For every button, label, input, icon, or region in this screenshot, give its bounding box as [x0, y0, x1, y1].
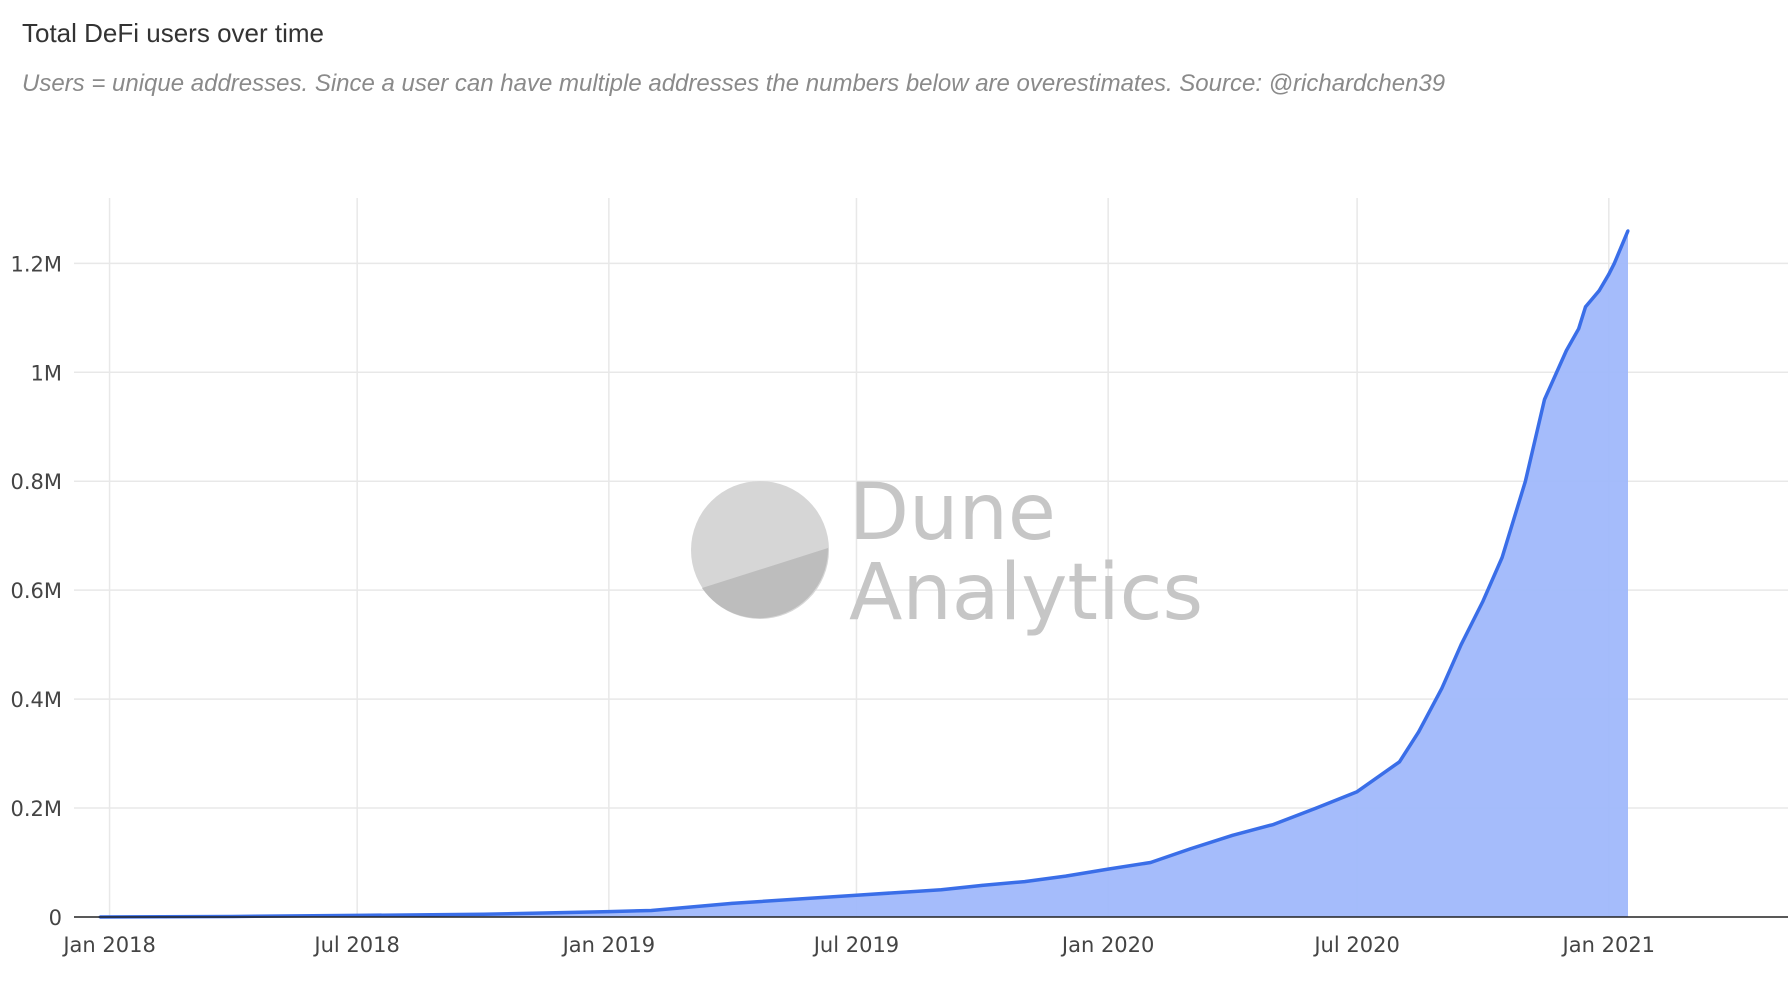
x-tick-label: Jan 2019	[561, 933, 656, 957]
data-point	[1612, 261, 1616, 265]
data-point	[1106, 867, 1110, 871]
series-layer	[98, 229, 1630, 919]
data-point	[1564, 349, 1568, 352]
data-point	[1607, 272, 1611, 276]
data-point	[1626, 229, 1630, 233]
data-point	[1543, 398, 1546, 401]
x-tick-label: Jul 2020	[1312, 933, 1399, 957]
data-point	[607, 910, 611, 914]
chart-subtitle: Users = unique addresses. Since a user c…	[22, 70, 1446, 97]
data-point	[1417, 730, 1421, 734]
data-point	[355, 913, 359, 917]
y-tick-label: 0	[49, 906, 62, 930]
y-tick-label: 0.8M	[10, 470, 62, 494]
grid-lines	[74, 198, 1788, 917]
y-tick-label: 0.4M	[10, 688, 62, 712]
data-point	[1597, 289, 1601, 293]
data-point	[939, 888, 943, 892]
data-point	[1149, 861, 1153, 864]
data-point	[980, 883, 984, 887]
data-point	[854, 893, 858, 897]
chart-title: Total DeFi users over time	[22, 18, 324, 48]
data-point	[1272, 822, 1276, 826]
x-tick-label: Jul 2018	[312, 933, 399, 957]
data-point	[1459, 643, 1463, 647]
data-point	[1523, 479, 1527, 483]
y-tick-label: 1M	[31, 361, 62, 385]
axes: 0 0.2M 0.4M 0.6M 0.8M 1M 1.2M Jan 2018 Jul 2018 J…	[10, 252, 1788, 957]
y-tick-label: 0.6M	[10, 579, 62, 603]
data-point	[1500, 556, 1504, 559]
data-point	[481, 912, 485, 916]
watermark-logo-shade	[702, 548, 829, 619]
series-area	[100, 230, 1628, 917]
data-point	[1064, 874, 1068, 878]
watermark-line-1: Dune	[849, 468, 1056, 558]
x-tick-label: Jan 2021	[1561, 933, 1656, 957]
data-point	[1577, 327, 1581, 331]
data-point	[730, 901, 734, 905]
dune-analytics-watermark: Dune Analytics	[691, 468, 1203, 638]
data-point	[1314, 806, 1318, 810]
watermark-line-2: Analytics	[849, 548, 1203, 638]
y-tick-label: 0.2M	[10, 797, 62, 821]
data-point	[1023, 880, 1027, 884]
x-tick-label: Jan 2020	[1060, 933, 1155, 957]
x-tick-label: Jan 2018	[61, 933, 156, 957]
data-point	[1584, 305, 1587, 309]
data-point	[1231, 833, 1235, 837]
data-point	[1188, 847, 1192, 851]
data-point	[649, 909, 653, 912]
x-tick-label: Jul 2019	[812, 933, 899, 957]
data-point	[1355, 790, 1359, 794]
data-point	[1398, 760, 1401, 764]
data-point	[1440, 686, 1444, 690]
data-point	[897, 891, 901, 894]
y-tick-label: 1.2M	[10, 252, 62, 276]
data-point	[1481, 599, 1485, 603]
